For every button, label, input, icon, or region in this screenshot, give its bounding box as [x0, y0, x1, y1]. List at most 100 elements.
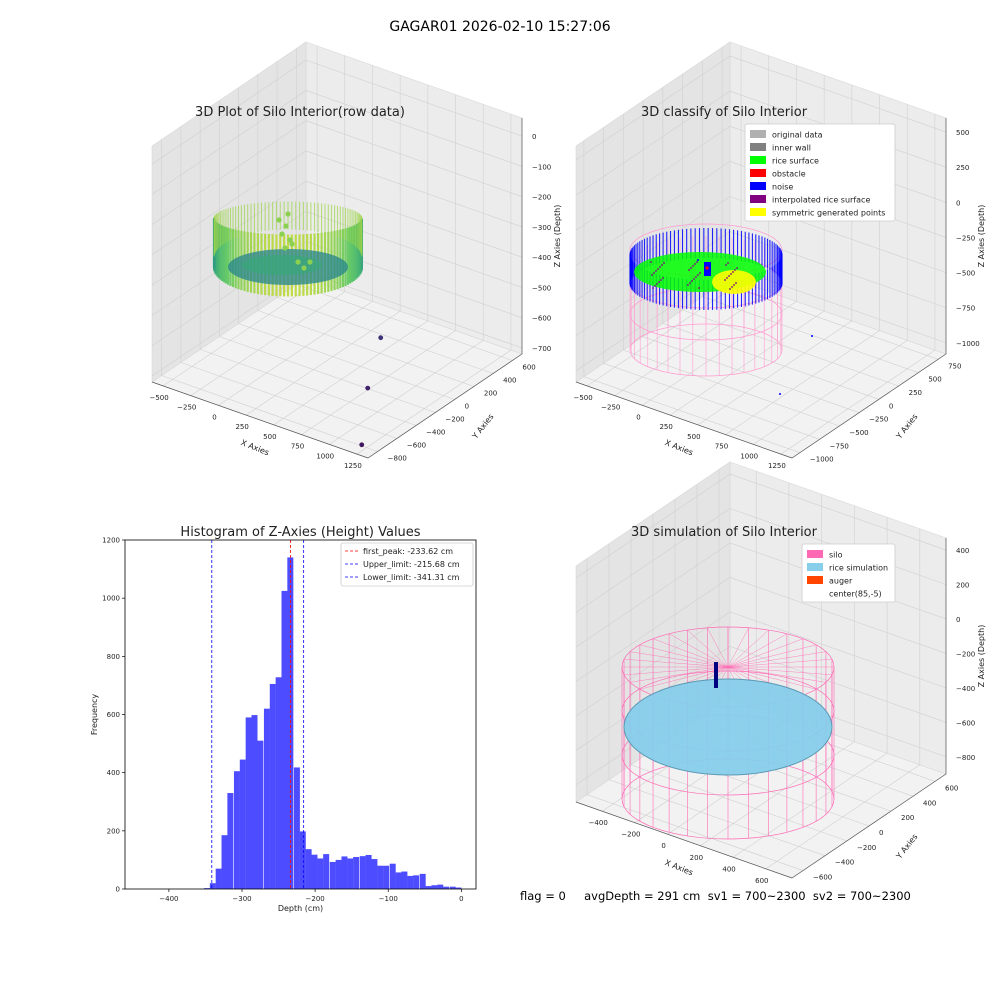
y-tick-label: 200	[484, 390, 497, 398]
legend-swatch	[750, 195, 766, 203]
legend-swatch	[750, 169, 766, 177]
legend-box	[744, 123, 896, 222]
interpolated-point	[663, 262, 665, 264]
y-tick-label: 600	[945, 784, 958, 792]
x-tick-label: 1000	[316, 452, 334, 460]
y-tick-label: 600	[522, 364, 535, 372]
raw-rice-patch	[242, 255, 322, 275]
y-axis-label: Y Axies	[894, 832, 920, 861]
silo-wire-ring	[629, 323, 783, 377]
y-tick-label: −1000	[810, 456, 834, 464]
interpolated-point	[730, 273, 732, 275]
y-tick-label: 200	[901, 814, 914, 822]
legend-label: original data	[772, 131, 823, 140]
z-tick-label: −600	[532, 315, 551, 323]
interpolated-point	[735, 282, 737, 284]
histogram-bar	[239, 759, 246, 889]
silo-wire-roof	[727, 633, 787, 668]
interpolated-point	[725, 264, 727, 266]
interpolated-point	[731, 286, 733, 288]
x-gridline	[190, 291, 345, 396]
z-tick-label: −700	[532, 345, 551, 353]
x-gridline	[356, 349, 512, 455]
y-tick-label: 400	[923, 799, 936, 807]
y-tick-label: 600	[107, 711, 120, 719]
z-tick-label: 0	[956, 616, 960, 624]
raw-obstacle-point	[307, 259, 313, 265]
y-tick-label: −400	[426, 429, 445, 437]
legend-box	[801, 543, 896, 603]
interpolated-point	[699, 272, 701, 274]
histogram-bar	[449, 886, 456, 889]
legend-swatch	[750, 208, 766, 216]
y-gridline	[623, 349, 840, 427]
x-gridline	[329, 340, 484, 445]
legend-label: rice simulation	[829, 564, 888, 573]
y-tick-label: 0	[116, 886, 120, 894]
raw-obstacle-point	[279, 231, 285, 237]
raw-data-3d-plot: −500−250025050075010001250−800−600−400−2…	[149, 41, 562, 470]
histogram-bar	[203, 888, 210, 889]
legend-label: auger	[829, 577, 853, 586]
silo-wire-roof	[727, 644, 817, 668]
symmetric-points-region	[712, 270, 756, 294]
histogram-bar	[419, 873, 426, 889]
z-gridline	[575, 90, 731, 196]
z-tick-label: −1000	[956, 340, 980, 348]
z-gridline	[575, 508, 731, 613]
interpolated-point	[698, 287, 700, 289]
histogram-bar	[389, 863, 396, 889]
silo-wire-roof	[727, 651, 826, 668]
y-gridline	[702, 296, 919, 373]
obstacle-point	[705, 266, 709, 270]
silo-wire-roof	[727, 658, 832, 668]
legend-swatch	[807, 563, 823, 571]
interpolated-point	[695, 276, 697, 278]
z-gridline	[729, 473, 947, 551]
interpolated-point	[691, 280, 693, 282]
noise-point	[779, 393, 781, 395]
raw-outlier-point	[378, 335, 384, 341]
z-gridline	[305, 211, 523, 288]
legend-swatch	[750, 130, 766, 138]
histogram-bar	[257, 740, 264, 889]
y-tick-label: −750	[830, 442, 849, 450]
x-gridline	[725, 330, 880, 435]
z-tick-label: −200	[956, 650, 975, 658]
z-gridline	[729, 231, 947, 308]
x-tick-label: −200	[306, 895, 325, 903]
plot-title: Histogram of Z-Axies (Height) Values	[180, 525, 420, 540]
histogram-bar	[215, 868, 222, 889]
interpolated-point	[650, 261, 652, 263]
histogram-bar	[329, 861, 336, 889]
y-tick-label: 250	[909, 389, 922, 397]
interpolated-point	[658, 281, 660, 283]
y-tick-label: 1000	[102, 595, 120, 603]
y-gridline	[630, 764, 848, 842]
x-tick-label: −400	[589, 819, 608, 827]
z-tick-label: −400	[956, 685, 975, 693]
x-tick-label: −250	[601, 404, 620, 412]
legend-label: inner wall	[772, 144, 811, 153]
y-tick-label: 500	[928, 376, 941, 384]
x-gridline	[697, 320, 853, 426]
y-axis-line	[367, 353, 523, 459]
y-gridline	[583, 376, 800, 453]
y-axis-line	[791, 773, 947, 879]
histogram-bar	[209, 883, 216, 889]
y-gridline	[238, 323, 455, 400]
y-tick-label: 750	[948, 362, 961, 370]
histogram-bar	[341, 856, 348, 889]
histogram-bar	[455, 887, 462, 889]
x-tick-label: 0	[212, 413, 216, 421]
x-tick-label: 1250	[344, 462, 362, 470]
y-gridline	[586, 794, 804, 871]
y-tick-label: −400	[835, 859, 854, 867]
histogram-bar	[293, 767, 300, 889]
z-gridline	[575, 55, 731, 161]
legend-label: center(85,-5)	[829, 590, 882, 599]
histogram-bar	[221, 835, 228, 889]
x-gridline	[162, 281, 318, 387]
x-tick-label: 1000	[740, 452, 758, 460]
raw-obstacle-point	[282, 245, 288, 251]
